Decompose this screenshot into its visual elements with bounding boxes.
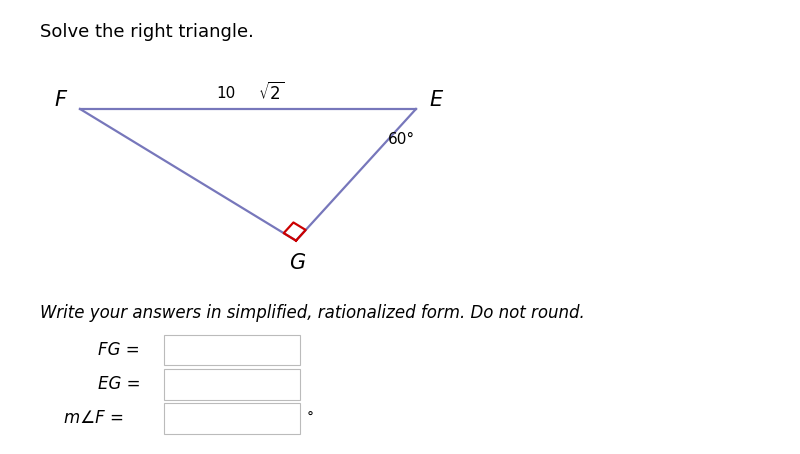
- Text: Solve the right triangle.: Solve the right triangle.: [40, 23, 254, 41]
- Text: Write your answers in simplified, rationalized form. Do not round.: Write your answers in simplified, ration…: [40, 304, 585, 322]
- Text: $\sqrt{2}$: $\sqrt{2}$: [258, 82, 285, 104]
- FancyBboxPatch shape: [164, 335, 300, 365]
- FancyBboxPatch shape: [164, 403, 300, 434]
- Text: 10: 10: [217, 85, 236, 101]
- Text: G: G: [290, 253, 306, 273]
- FancyBboxPatch shape: [164, 369, 300, 400]
- Text: m∠F =: m∠F =: [64, 409, 124, 427]
- Text: FG =: FG =: [98, 341, 140, 359]
- Text: E: E: [430, 90, 442, 110]
- Text: °: °: [306, 411, 314, 425]
- Text: 60°: 60°: [388, 132, 415, 147]
- Text: F: F: [54, 90, 66, 110]
- Text: EG =: EG =: [98, 375, 140, 393]
